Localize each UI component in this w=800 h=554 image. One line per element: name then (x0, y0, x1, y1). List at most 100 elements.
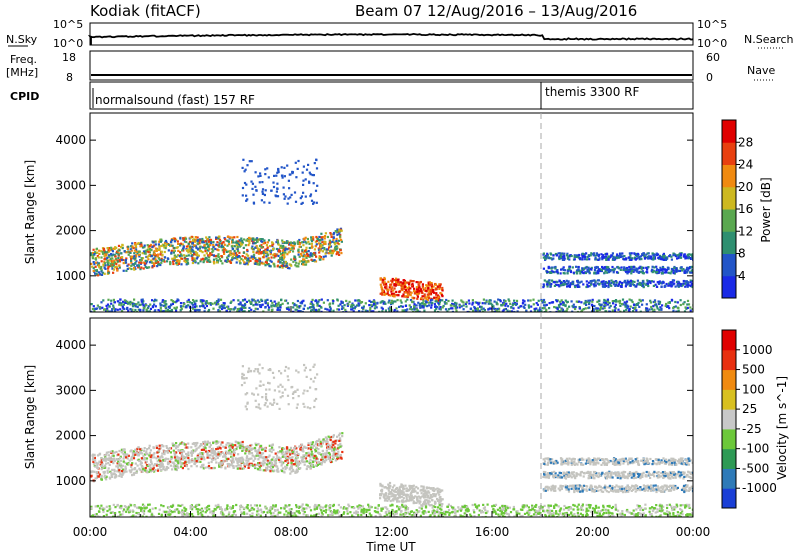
scatter-cell (298, 260, 301, 263)
scatter-cell (123, 451, 126, 454)
scatter-cell (129, 471, 132, 474)
scatter-cell (162, 304, 165, 307)
scatter-cell (263, 455, 266, 459)
scatter-cell (173, 259, 176, 262)
scatter-cell (100, 478, 103, 481)
scatter-cell (569, 270, 573, 274)
scatter-cell (208, 446, 211, 449)
scatter-cell (180, 254, 183, 257)
scatter-cell (295, 447, 298, 450)
scatter-cell (482, 307, 485, 310)
scatter-cell (311, 303, 314, 306)
scatter-cell (111, 267, 114, 270)
scatter-cell (675, 270, 678, 273)
scatter-cell (212, 467, 215, 470)
scatter-cell (120, 451, 123, 454)
scatter-cell (210, 451, 213, 454)
scatter-cell (312, 457, 316, 460)
scatter-cell (310, 300, 313, 303)
scatter-cell (220, 255, 223, 258)
scatter-cell (665, 268, 668, 271)
scatter-cell (149, 464, 152, 467)
scatter-cell (677, 310, 680, 312)
scatter-cell (238, 310, 241, 312)
scatter-cell (611, 309, 614, 312)
scatter-cell (236, 250, 240, 253)
scatter-cell (429, 290, 432, 293)
scatter-cell (303, 260, 306, 263)
scatter-cell (231, 464, 234, 468)
scatter-cell (301, 310, 304, 312)
scatter-cell (315, 446, 318, 449)
scatter-cell (626, 282, 629, 285)
scatter-cell (270, 450, 273, 454)
scatter-cell (183, 302, 186, 305)
scatter-cell (480, 308, 483, 311)
scatter-cell (441, 306, 444, 309)
scatter-cell (300, 241, 303, 244)
scatter-cell (328, 305, 332, 308)
scatter-cell (611, 300, 614, 303)
scatter-cell (437, 302, 440, 305)
scatter-cell (209, 252, 212, 255)
scatter-cell (271, 466, 274, 469)
scatter-cell (121, 247, 124, 250)
cpid-entry-normalsound: normalsound (fast) 157 RF (95, 93, 255, 107)
scatter-cell (621, 255, 624, 258)
scatter-cell (441, 299, 444, 302)
scatter-cell (677, 282, 680, 285)
scatter-cell (580, 280, 583, 283)
scatter-cell (566, 307, 569, 310)
scatter-cell (302, 299, 305, 302)
scatter-cell (686, 267, 689, 270)
scatter-cell (161, 444, 164, 447)
scatter-cell (393, 295, 396, 298)
scatter-cell (623, 266, 626, 269)
scatter-cell (99, 267, 102, 270)
scatter-cell (102, 248, 105, 251)
scatter-cell (206, 456, 209, 459)
scatter-cell (577, 268, 580, 271)
scatter-cell (434, 283, 438, 286)
scatter-cell (93, 253, 96, 256)
scatter-cell (112, 271, 115, 274)
scatter-cell (312, 174, 315, 177)
scatter-cell (600, 307, 603, 310)
scatter-cell (576, 272, 579, 275)
scatter-cell (120, 302, 123, 305)
scatter-cell (216, 260, 219, 263)
scatter-cell (274, 452, 277, 455)
scatter-cell (218, 463, 221, 466)
scatter-cell (252, 298, 256, 301)
scatter-cell (332, 236, 335, 239)
scatter-cell (535, 302, 538, 305)
scatter-cell (152, 257, 155, 260)
scatter-cell (590, 252, 593, 255)
scatter-cell (158, 240, 161, 243)
scatter-cell (433, 303, 436, 306)
scatter-cell (588, 301, 591, 304)
scatter-cell (593, 269, 597, 272)
scatter-cell (122, 258, 125, 262)
scatter-cell (155, 446, 158, 449)
scatter-cell (402, 285, 405, 288)
scatter-cell (305, 452, 308, 455)
scatter-cell (265, 456, 268, 459)
scatter-cell (129, 251, 132, 254)
scatter-cell (281, 447, 284, 450)
scatter-cell (266, 241, 269, 244)
scatter-cell (630, 299, 633, 302)
scatter-cell (207, 308, 211, 312)
scatter-cell (276, 303, 279, 306)
scatter-cell (350, 303, 353, 307)
scatter-cell (193, 244, 196, 247)
scatter-cell (269, 259, 272, 262)
scatter-cell (575, 270, 578, 274)
scatter-cell (465, 305, 468, 308)
scatter-cell (248, 306, 251, 310)
scatter-cell (181, 243, 185, 246)
scatter-cell (291, 456, 294, 459)
scatter-cell (230, 452, 233, 455)
scatter-cell (277, 168, 280, 171)
scatter-cell (409, 294, 412, 297)
